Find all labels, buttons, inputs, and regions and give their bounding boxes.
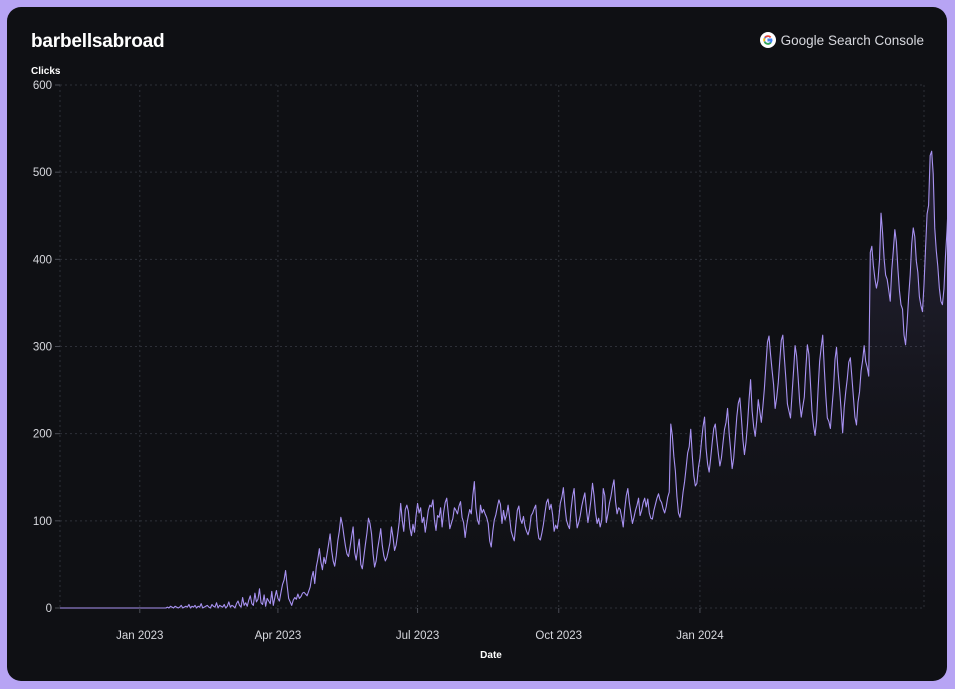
x-axis: Jan 2023 Apr 2023 Jul 2023 Oct 2023 Jan 2024 [116, 608, 724, 642]
y-tick-label: 100 [33, 516, 52, 528]
y-axis: 0 100 200 300 400 500 600 [33, 80, 60, 615]
y-axis-title: Clicks [31, 66, 61, 77]
clicks-area-fill [60, 151, 947, 608]
y-tick-label: 0 [46, 603, 52, 615]
x-axis-title: Date [480, 650, 502, 661]
clicks-chart: 0 100 200 300 400 500 600 Jan 2023 Apr 2023 Jul … [31, 66, 947, 661]
y-tick-label: 500 [33, 167, 52, 179]
site-title: barbellsabroad [31, 31, 165, 52]
y-tick-label: 200 [33, 429, 52, 441]
google-g-icon [759, 32, 776, 48]
chart-card: barbellsabroad Google Search Console 0 10… [7, 7, 947, 681]
area-layer [60, 150, 947, 609]
x-tick-label: Jan 2024 [676, 630, 724, 642]
source-label[interactable]: Google Search Console [759, 32, 924, 48]
y-tick-label: 400 [33, 254, 52, 266]
x-tick-label: Jan 2023 [116, 630, 163, 642]
y-tick-label: 600 [33, 80, 52, 92]
x-tick-label: Apr 2023 [255, 630, 302, 642]
y-tick-label: 300 [33, 342, 52, 354]
clicks-series-line [60, 150, 947, 609]
source-text: Google Search Console [780, 32, 924, 48]
x-tick-label: Jul 2023 [396, 630, 439, 642]
x-tick-label: Oct 2023 [535, 630, 582, 642]
